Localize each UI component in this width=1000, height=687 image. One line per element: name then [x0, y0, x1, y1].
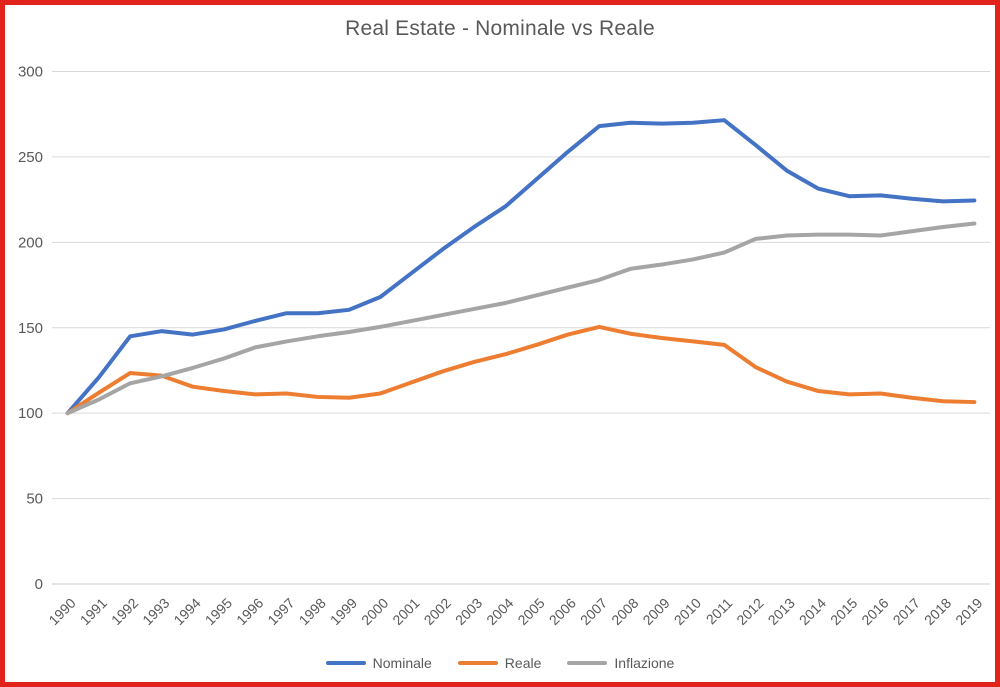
legend: Nominale Reale Inflazione — [0, 655, 1000, 671]
y-tick-label: 50 — [26, 491, 43, 508]
x-tick-label: 2012 — [733, 595, 766, 628]
legend-label-reale: Reale — [504, 655, 542, 671]
series-line-nominale — [65, 118, 977, 416]
x-tick-label: 2003 — [452, 595, 485, 628]
legend-swatch-inflazione-line — [567, 661, 608, 665]
x-tick-label: 2015 — [827, 595, 860, 628]
x-tick-label: 1993 — [139, 595, 172, 628]
y-tick-label: 100 — [18, 405, 43, 422]
x-tick-label: 2005 — [514, 595, 547, 628]
x-tick-label: 1997 — [264, 595, 297, 628]
x-tick-label: 2014 — [796, 595, 829, 628]
legend-item-inflazione: Inflazione — [567, 655, 674, 671]
x-tick-label: 1991 — [77, 595, 110, 628]
x-tick-label: 2006 — [546, 595, 579, 628]
x-tick-label: 2004 — [483, 595, 516, 628]
legend-label-nominale: Nominale — [372, 655, 432, 671]
x-tick-label: 2000 — [358, 595, 391, 628]
x-tick-label: 2019 — [952, 595, 985, 628]
y-tick-label: 0 — [35, 576, 43, 593]
legend-item-reale: Reale — [457, 655, 542, 671]
series-line-inflazione — [65, 221, 977, 416]
x-tick-label: 1998 — [296, 595, 329, 628]
x-tick-label: 1990 — [45, 595, 78, 628]
x-tick-label: 2002 — [421, 595, 454, 628]
x-tick-label: 2001 — [389, 595, 422, 628]
x-tick-label: 2008 — [608, 595, 641, 628]
legend-swatch-nominale-line — [325, 661, 366, 665]
x-tick-label: 2017 — [890, 595, 923, 628]
x-tick-label: 1994 — [170, 595, 203, 628]
chart-title: Real Estate - Nominale vs Reale — [345, 17, 655, 40]
legend-label-inflazione: Inflazione — [614, 655, 675, 671]
y-tick-label: 250 — [18, 149, 43, 166]
x-tick-label: 2007 — [577, 595, 610, 628]
x-tick-label: 1992 — [108, 595, 141, 628]
x-tick-label: 2009 — [639, 595, 672, 628]
legend-swatch-reale-line — [457, 661, 498, 665]
series-line-reale — [65, 324, 977, 416]
x-tick-label: 2013 — [765, 595, 798, 628]
x-tick-label: 2010 — [671, 595, 704, 628]
x-tick-label: 1999 — [327, 595, 360, 628]
x-tick-label: 1996 — [233, 595, 266, 628]
x-tick-label: 2016 — [858, 595, 891, 628]
legend-item-nominale: Nominale — [325, 655, 432, 671]
y-tick-label: 150 — [18, 320, 43, 337]
y-tick-label: 200 — [18, 234, 43, 251]
x-tick-label: 2011 — [703, 595, 736, 628]
x-tick-label: 1995 — [202, 595, 235, 628]
x-tick-label: 2018 — [921, 595, 954, 628]
y-tick-label: 300 — [18, 64, 43, 81]
line-chart-plot-area: 0501001502002503001990199119921993199419… — [18, 64, 990, 628]
